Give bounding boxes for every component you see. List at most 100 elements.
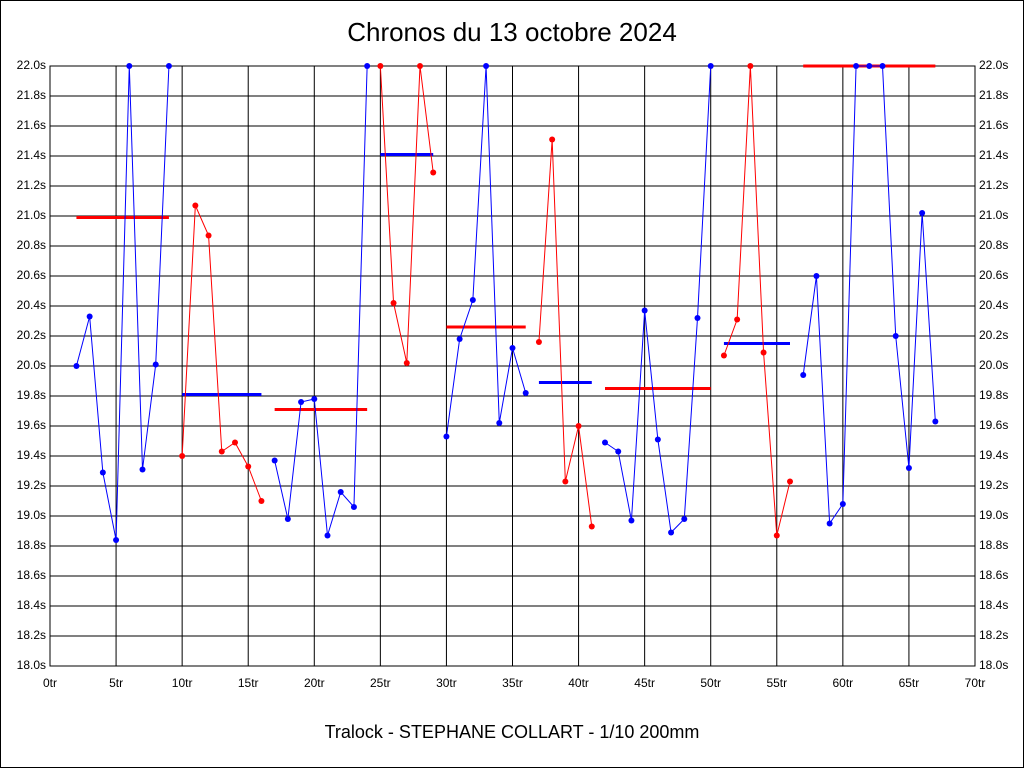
x-tick-label: 5tr [109, 676, 123, 690]
y-tick-label-right: 18.2s [979, 628, 1008, 642]
point [588, 523, 595, 530]
y-tick-label-right: 21.6s [979, 118, 1008, 132]
point [615, 448, 622, 455]
y-tick-label-right: 18.6s [979, 568, 1008, 582]
y-tick-label-right: 19.0s [979, 508, 1008, 522]
x-tick-label: 25tr [370, 676, 391, 690]
y-tick-label-right: 22.0s [979, 58, 1008, 72]
point [469, 297, 476, 303]
y-tick-label: 20.0s [17, 358, 46, 372]
point [232, 439, 238, 446]
y-tick-label-right: 21.8s [979, 88, 1008, 102]
point [747, 63, 754, 69]
point [245, 463, 252, 470]
point [720, 352, 727, 359]
point [549, 136, 556, 143]
y-tick-label: 18.6s [17, 568, 46, 582]
point [932, 418, 939, 425]
y-tick-label-right: 20.4s [979, 298, 1008, 312]
y-tick-label: 18.2s [17, 628, 46, 642]
point [86, 313, 93, 320]
point [443, 433, 450, 440]
x-tick-label: 10tr [172, 676, 193, 690]
point [602, 439, 608, 446]
point [562, 478, 569, 485]
point [113, 537, 120, 543]
x-tick-label: 30tr [436, 676, 457, 690]
chart-title: Chronos du 13 octobre 2024 [347, 17, 677, 47]
x-tick-label: 0tr [43, 676, 57, 690]
point [496, 420, 503, 426]
y-tick-label: 22.0s [17, 58, 46, 72]
y-tick-label-right: 18.8s [979, 538, 1008, 552]
point [73, 363, 80, 369]
point [192, 202, 199, 209]
y-tick-label-right: 20.0s [979, 358, 1008, 372]
point [654, 436, 661, 443]
point [800, 372, 807, 378]
point [218, 448, 225, 455]
plot-frame [49, 65, 976, 667]
point [350, 504, 357, 510]
point [258, 498, 265, 504]
y-tick-label: 20.2s [17, 328, 46, 342]
point [165, 63, 172, 69]
point [760, 349, 767, 356]
y-tick-label-right: 19.4s [979, 448, 1008, 462]
y-tick-label: 21.2s [17, 178, 46, 192]
x-tick-label: 60tr [833, 676, 854, 690]
y-tick-label: 18.8s [17, 538, 46, 552]
point [535, 339, 542, 345]
point [483, 63, 490, 69]
point [456, 336, 463, 342]
point [787, 478, 793, 485]
point [509, 345, 516, 351]
point [734, 316, 741, 323]
y-tick-label: 19.0s [17, 508, 46, 522]
point [522, 390, 529, 396]
y-tick-label-right: 18.4s [979, 598, 1008, 612]
y-tick-label: 21.8s [17, 88, 46, 102]
point [179, 453, 186, 459]
y-tick-label: 21.6s [17, 118, 46, 132]
y-tick-label: 18.4s [17, 598, 46, 612]
point [430, 169, 437, 176]
x-tick-label: 65tr [899, 676, 920, 690]
y-tick-label-right: 19.2s [979, 478, 1008, 492]
point [324, 532, 331, 539]
y-tick-label-right: 20.8s [979, 238, 1008, 252]
point [813, 273, 820, 279]
point [403, 360, 410, 366]
point [892, 333, 899, 339]
x-tick-label: 20tr [304, 676, 325, 690]
x-tick-label: 50tr [700, 676, 721, 690]
y-tick-label-right: 20.6s [979, 268, 1008, 282]
y-tick-label: 20.4s [17, 298, 46, 312]
point [905, 465, 912, 471]
point [681, 516, 688, 522]
x-tick-label: 15tr [238, 676, 259, 690]
point [773, 532, 780, 539]
point [99, 469, 106, 476]
point [139, 466, 146, 473]
point [575, 423, 582, 429]
point [311, 396, 318, 402]
point [694, 315, 701, 321]
point [377, 63, 384, 69]
x-tick-label: 35tr [502, 676, 523, 690]
point [668, 529, 675, 536]
point [707, 63, 714, 69]
x-tick-label: 55tr [766, 676, 787, 690]
point [364, 63, 371, 69]
y-tick-label-right: 21.4s [979, 148, 1008, 162]
y-tick-label: 21.0s [17, 208, 46, 222]
y-tick-label-right: 18.0s [979, 658, 1008, 672]
point [271, 457, 278, 464]
point [298, 399, 305, 405]
point [417, 63, 423, 69]
point [853, 63, 860, 69]
x-tick-label: 40tr [568, 676, 589, 690]
y-tick-label-right: 19.8s [979, 388, 1008, 402]
x-tick-label: 70tr [965, 676, 986, 690]
